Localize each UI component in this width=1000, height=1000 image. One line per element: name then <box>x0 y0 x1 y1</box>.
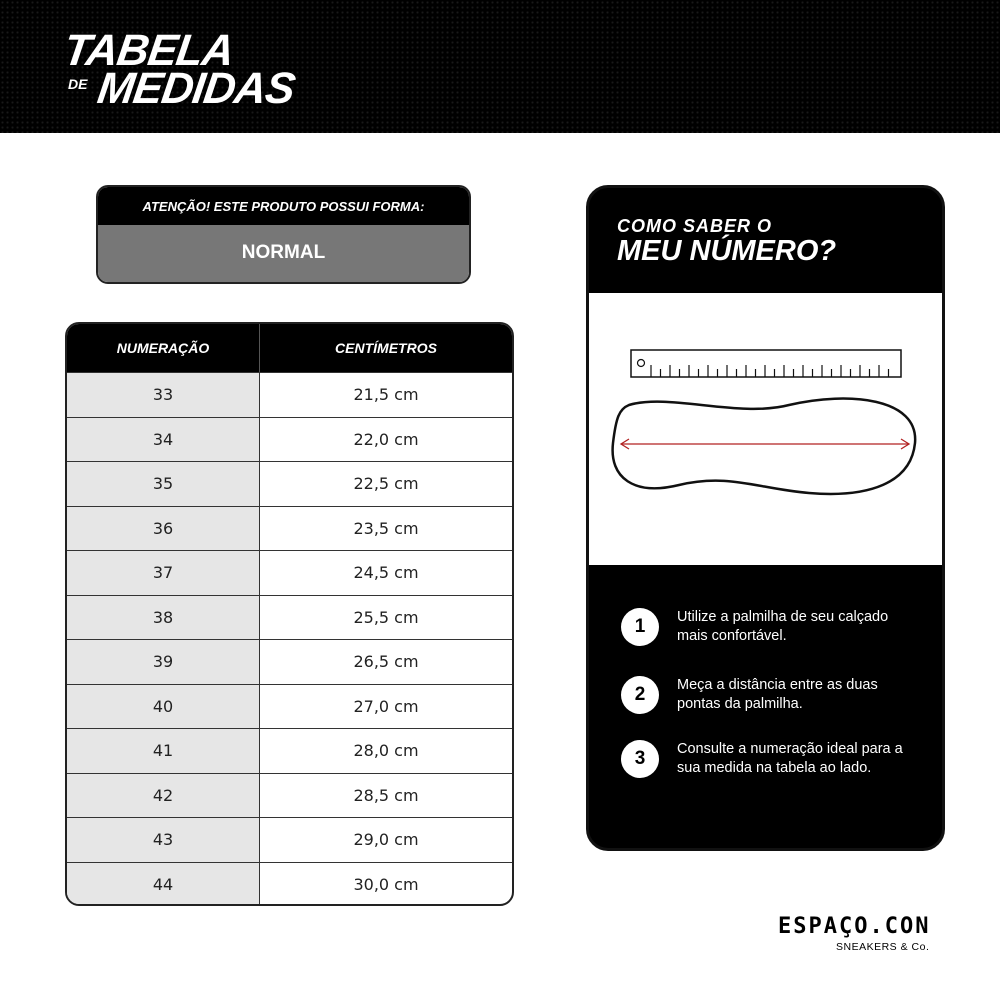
table-row: 41 28,0 cm <box>67 728 512 773</box>
title-de: DE <box>68 76 88 92</box>
step-number: 2 <box>621 676 659 714</box>
how-to-card: COMO SABER O MEU NÚMERO? 1 Utilize a palm… <box>586 185 945 851</box>
size-cell: 35 <box>67 462 260 506</box>
size-cell: 34 <box>67 417 260 461</box>
texture <box>0 0 1000 133</box>
size-cell: 39 <box>67 640 260 684</box>
table-header: NUMERAÇÃO CENTÍMETROS <box>67 324 512 372</box>
cm-cell: 30,0 cm <box>353 874 419 894</box>
step-3: 3 Consulte a numeração ideal para a sua m… <box>621 740 907 778</box>
header-banner: TABELA DE MEDIDAS <box>0 0 1000 133</box>
attention-label: ATENÇÃO! ESTE PRODUTO POSSUI FORMA: <box>98 187 469 225</box>
step-1: 1 Utilize a palmilha de seu calçado mais … <box>621 608 907 646</box>
size-cell: 41 <box>67 729 260 773</box>
size-cell: 36 <box>67 506 260 550</box>
step-text: Consulte a numeração ideal para a sua me… <box>677 741 903 776</box>
table-row: 40 27,0 cm <box>67 683 512 728</box>
cm-cell: 22,0 cm <box>353 429 419 449</box>
attention-bold: ATENÇÃO! <box>142 199 211 214</box>
cm-cell: 24,5 cm <box>353 563 419 583</box>
table-row: 33 21,5 cm <box>67 372 512 417</box>
card-title-1: COMO SABER O <box>617 216 773 236</box>
step-number: 1 <box>621 608 659 646</box>
cm-cell: 28,0 cm <box>353 741 419 761</box>
header-numeracao: NUMERAÇÃO <box>67 324 260 372</box>
table-row: 39 26,5 cm <box>67 639 512 684</box>
table-row: 44 30,0 cm <box>67 861 512 904</box>
card-header: COMO SABER O MEU NÚMERO? <box>589 188 942 293</box>
step-text: Utilize a palmilha de seu calçado mais c… <box>677 609 889 644</box>
table-row: 42 28,5 cm <box>67 772 512 817</box>
measure-arrow-icon <box>619 438 911 450</box>
title-line2: MEDIDAS <box>94 64 298 113</box>
header-centimetros: CENTÍMETROS <box>335 340 437 356</box>
attention-box: ATENÇÃO! ESTE PRODUTO POSSUI FORMA: NORM… <box>96 185 471 284</box>
insole-icon <box>611 397 917 496</box>
size-table: NUMERAÇÃO CENTÍMETROS 33 21,5 cm 34 22,0 cm… <box>65 322 514 906</box>
size-cell: 40 <box>67 684 260 728</box>
insole-illustration <box>589 293 942 565</box>
cm-cell: 21,5 cm <box>353 385 419 405</box>
table-row: 37 24,5 cm <box>67 550 512 595</box>
size-cell: 44 <box>67 862 260 904</box>
size-cell: 38 <box>67 595 260 639</box>
cm-cell: 27,0 cm <box>353 696 419 716</box>
table-row: 38 25,5 cm <box>67 594 512 639</box>
shape-value: NORMAL <box>98 225 469 282</box>
step-number: 3 <box>621 740 659 778</box>
table-row: 34 22,0 cm <box>67 416 512 461</box>
cm-cell: 23,5 cm <box>353 518 419 538</box>
size-cell: 37 <box>67 551 260 595</box>
brand-tagline: SNEAKERS & Co. <box>836 941 930 953</box>
card-title-2: MEU NÚMERO? <box>617 235 837 267</box>
size-cell: 42 <box>67 773 260 817</box>
step-text: Meça a distância entre as duas pontas da… <box>677 677 878 712</box>
cm-cell: 28,5 cm <box>353 785 419 805</box>
table-row: 36 23,5 cm <box>67 505 512 550</box>
table-row: 43 29,0 cm <box>67 817 512 862</box>
cm-cell: 26,5 cm <box>353 652 419 672</box>
size-cell: 43 <box>67 818 260 862</box>
cm-cell: 22,5 cm <box>353 474 419 494</box>
step-2: 2 Meça a distância entre as duas pontas d… <box>621 676 907 714</box>
table-row: 35 22,5 cm <box>67 461 512 506</box>
cm-cell: 29,0 cm <box>353 830 419 850</box>
attention-text: ESTE PRODUTO POSSUI FORMA: <box>210 199 425 214</box>
brand-logo: ESPAÇO.CON <box>778 914 931 939</box>
size-cell: 33 <box>67 373 260 417</box>
ruler-icon <box>630 349 902 378</box>
cm-cell: 25,5 cm <box>353 607 419 627</box>
